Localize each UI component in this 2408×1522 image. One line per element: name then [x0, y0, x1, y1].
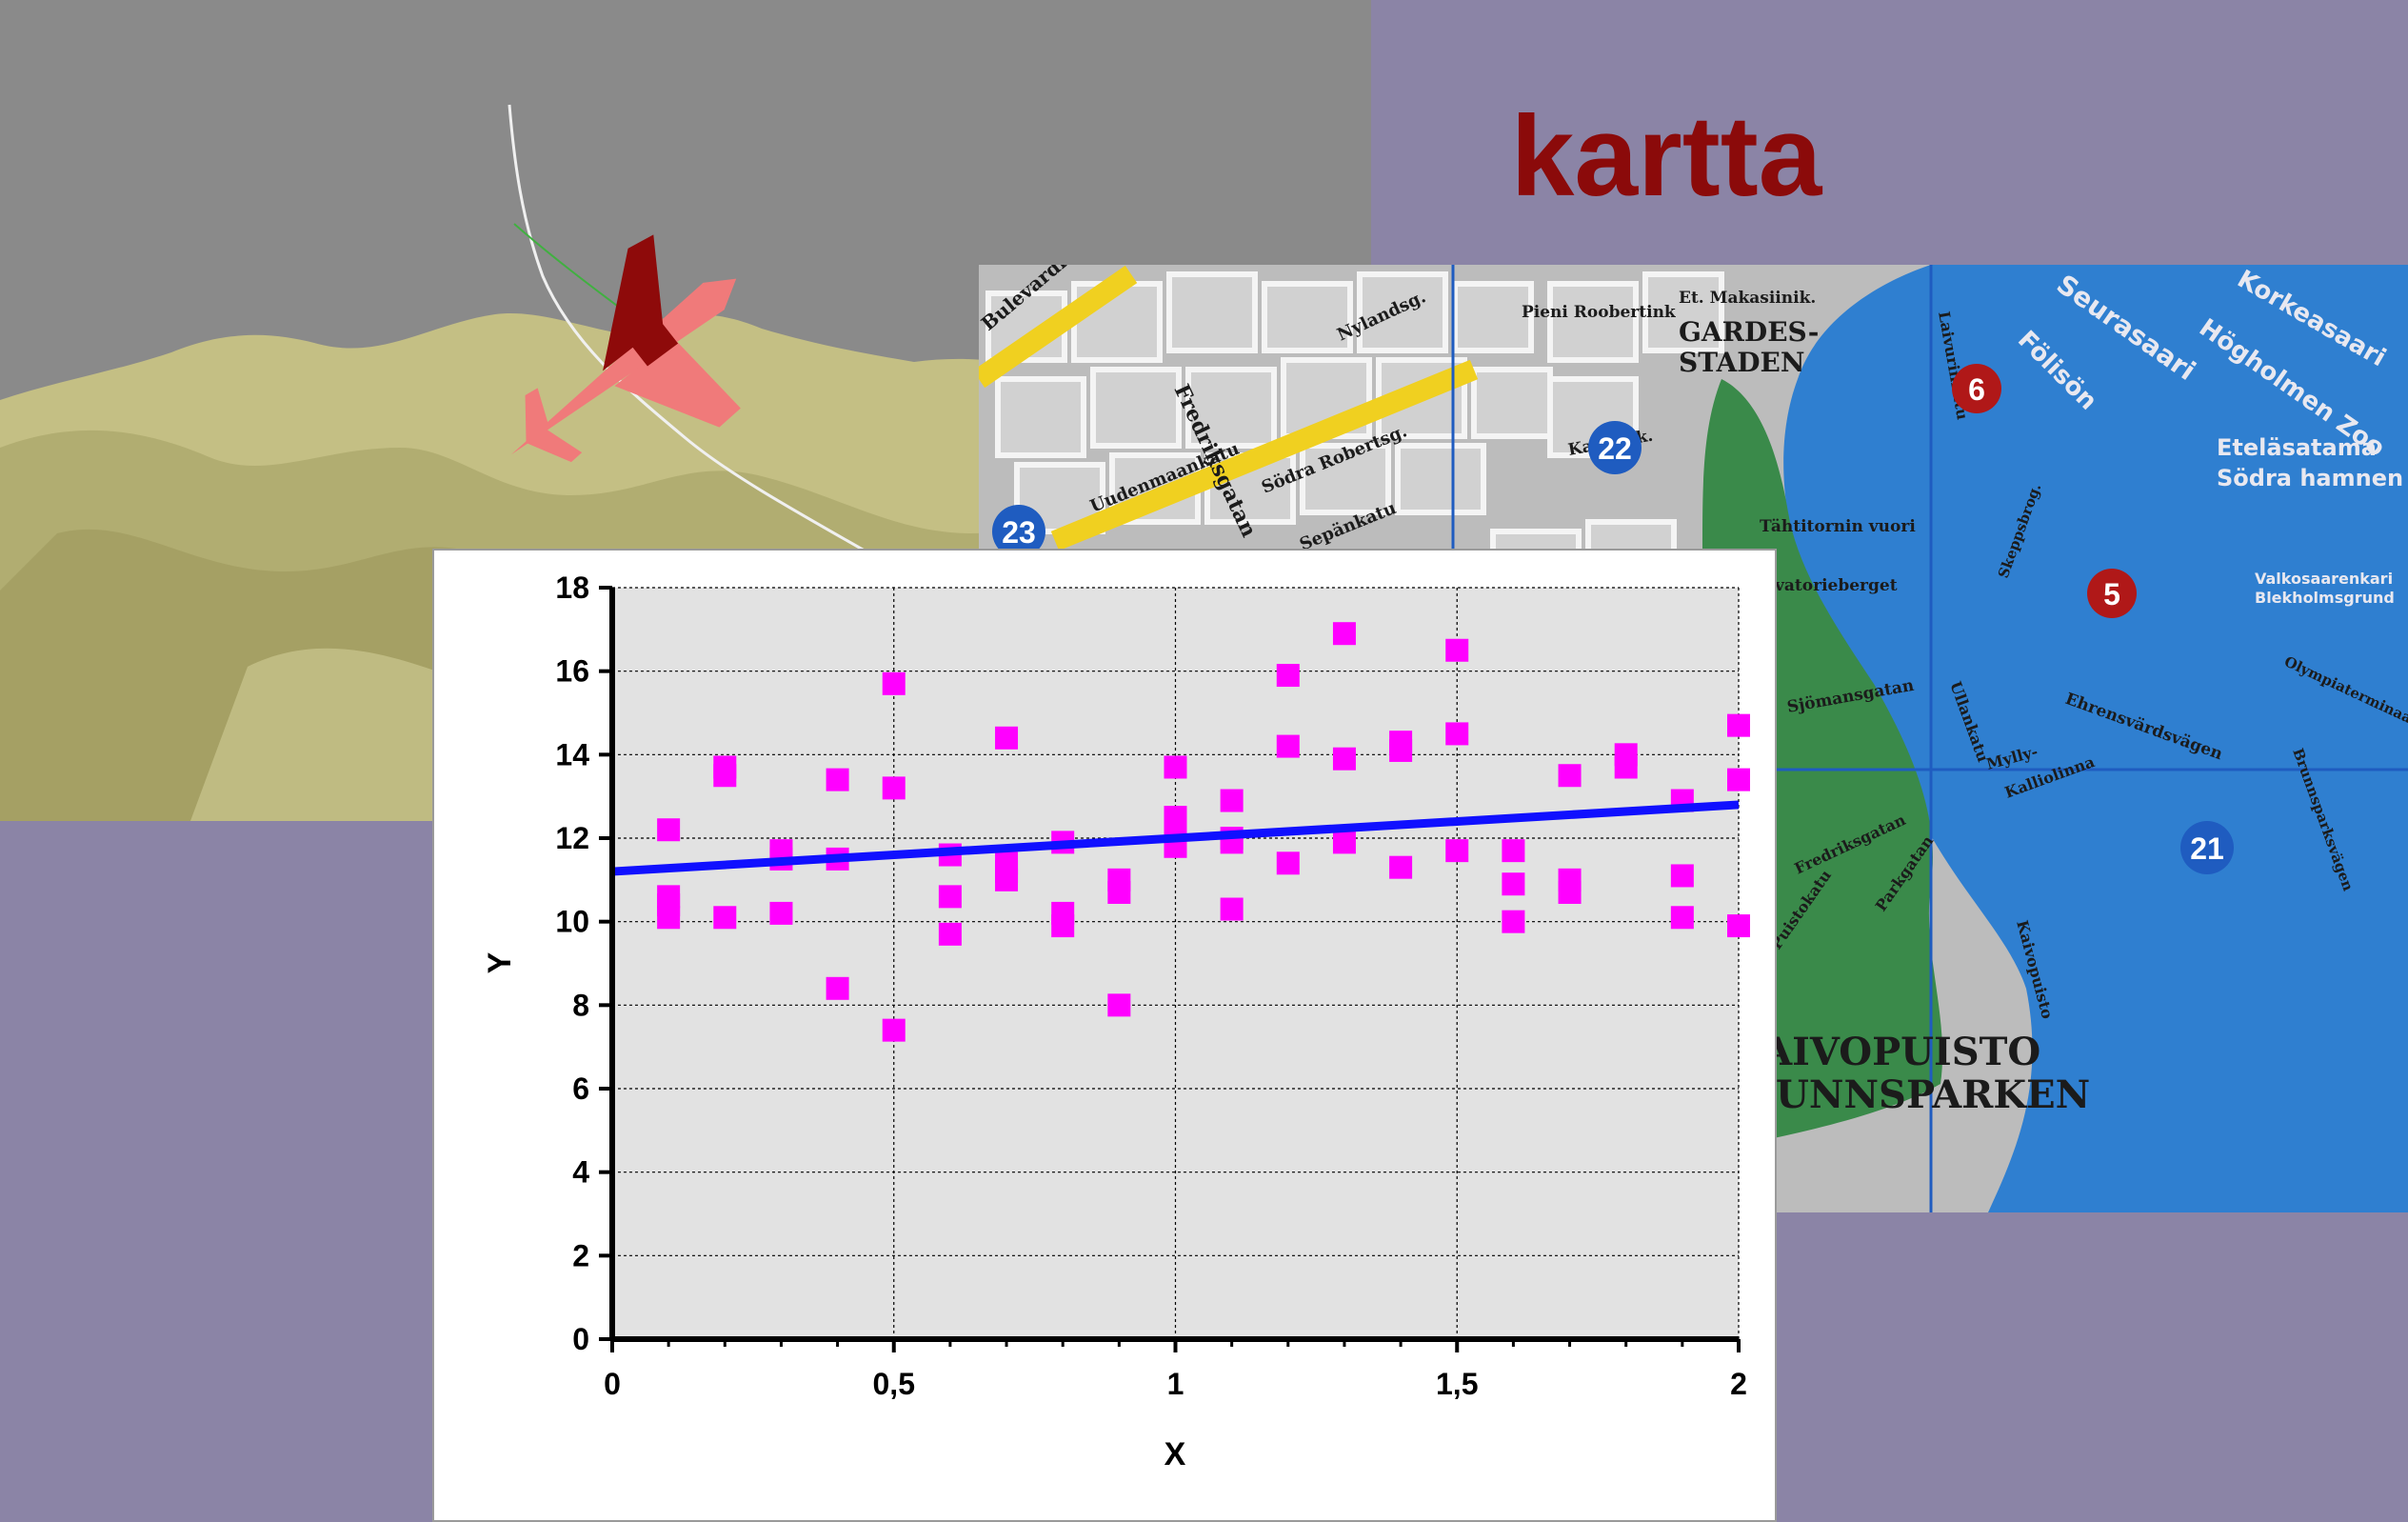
y-tick-label: 6 — [572, 1071, 589, 1106]
aircraft — [510, 234, 741, 463]
data-point — [882, 776, 905, 800]
y-tick-label: 18 — [555, 571, 589, 605]
svg-text:23: 23 — [1002, 515, 1036, 550]
map-marker: 5 — [2087, 569, 2137, 618]
data-point — [1558, 880, 1582, 904]
data-point — [1670, 864, 1694, 888]
data-point — [1445, 722, 1469, 746]
plot-area — [612, 588, 1739, 1339]
scatter-chart: 0 2 4 6 8 10 12 14 16 18 0 0,5 1 1,5 2 X Y — [482, 571, 1750, 1472]
data-point — [826, 768, 849, 791]
data-point — [1502, 910, 1525, 933]
map-marker: 6 — [1952, 364, 2001, 413]
district-label-staden: STADEN — [1679, 347, 1804, 378]
data-point — [1502, 839, 1525, 863]
y-tick-label: 12 — [555, 821, 589, 855]
data-point — [657, 818, 681, 842]
trend-line-layer — [611, 800, 1740, 876]
data-point — [1332, 831, 1356, 854]
data-point — [1107, 993, 1131, 1017]
water-label: Eteläsatama — [2217, 434, 2377, 461]
data-point — [1220, 897, 1244, 921]
water-label: Valkosaarenkari — [2255, 570, 2393, 588]
street-label: Pieni Roobertink — [1522, 303, 1677, 322]
data-point — [1276, 851, 1300, 875]
data-point — [826, 976, 849, 1000]
data-point — [713, 764, 737, 788]
data-point — [995, 726, 1019, 750]
data-point — [657, 906, 681, 930]
data-point — [1727, 768, 1750, 791]
svg-text:22: 22 — [1598, 431, 1632, 466]
district-label-kaivopuisto: KAIVOPUISTO — [1731, 1030, 2040, 1074]
data-point — [1558, 764, 1582, 788]
y-tick-label: 0 — [572, 1322, 589, 1356]
map-marker: 22 — [1588, 421, 1642, 474]
data-point — [1389, 738, 1413, 762]
trend-line — [611, 800, 1740, 876]
map-marker: 23 — [992, 505, 1045, 558]
y-tick-label: 14 — [555, 737, 589, 771]
data-point — [1614, 755, 1638, 779]
y-tick-label: 16 — [555, 654, 589, 689]
data-point — [1445, 839, 1469, 863]
x-tick-label: 0 — [604, 1367, 621, 1401]
data-point — [1164, 755, 1187, 779]
y-tick-label: 2 — [572, 1238, 589, 1272]
data-point — [882, 671, 905, 695]
data-point — [1389, 855, 1413, 879]
axes — [599, 586, 1741, 1352]
data-point — [1502, 872, 1525, 896]
data-point — [1332, 622, 1356, 646]
data-point — [713, 906, 737, 930]
scatter-chart-panel: 0 2 4 6 8 10 12 14 16 18 0 0,5 1 1,5 2 X Y — [432, 549, 1777, 1522]
x-tick-label: 0,5 — [873, 1367, 915, 1401]
data-point — [1051, 914, 1075, 938]
data-point — [769, 901, 793, 925]
y-tick-label: 8 — [572, 988, 589, 1022]
data-point — [1276, 664, 1300, 688]
street-label: Et. Makasiinik. — [1679, 289, 1816, 308]
flight-trail-green — [513, 223, 629, 315]
y-axis-title: Y — [482, 951, 518, 973]
map-main-road — [979, 265, 1138, 389]
map-water — [1783, 265, 2408, 1212]
svg-text:6: 6 — [1968, 372, 1985, 407]
x-tick-label: 1 — [1167, 1367, 1184, 1401]
data-point — [882, 1018, 905, 1042]
data-point — [1332, 747, 1356, 771]
x-tick-label: 2 — [1730, 1367, 1747, 1401]
grid-lines — [612, 587, 1740, 1339]
slide-title: kartta — [1510, 92, 1822, 220]
street-label: Tähtitornin vuori — [1760, 517, 1916, 536]
svg-text:5: 5 — [2103, 577, 2120, 611]
y-tick-label: 10 — [555, 905, 589, 939]
data-point — [1670, 906, 1694, 930]
data-point — [1107, 880, 1131, 904]
data-point — [1276, 734, 1300, 758]
water-label: Södra hamnen — [2217, 465, 2403, 491]
district-label-gardes: GARDES- — [1679, 316, 1819, 348]
data-point — [1727, 914, 1750, 938]
water-label: Blekholmsgrund — [2255, 589, 2395, 607]
y-tick-label: 4 — [572, 1155, 589, 1190]
x-axis-title: X — [1164, 1436, 1186, 1472]
data-point — [1727, 713, 1750, 737]
tick-labels: 0 2 4 6 8 10 12 14 16 18 0 0,5 1 1,5 2 — [555, 571, 1746, 1401]
svg-text:21: 21 — [2190, 831, 2224, 866]
data-point — [1220, 789, 1244, 812]
data-point — [995, 868, 1019, 891]
x-tick-label: 1,5 — [1436, 1367, 1478, 1401]
map-marker: 21 — [2180, 821, 2234, 874]
map-main-road-2 — [1050, 359, 1479, 551]
data-point — [938, 922, 962, 946]
data-point — [938, 885, 962, 909]
data-point — [1445, 638, 1469, 662]
